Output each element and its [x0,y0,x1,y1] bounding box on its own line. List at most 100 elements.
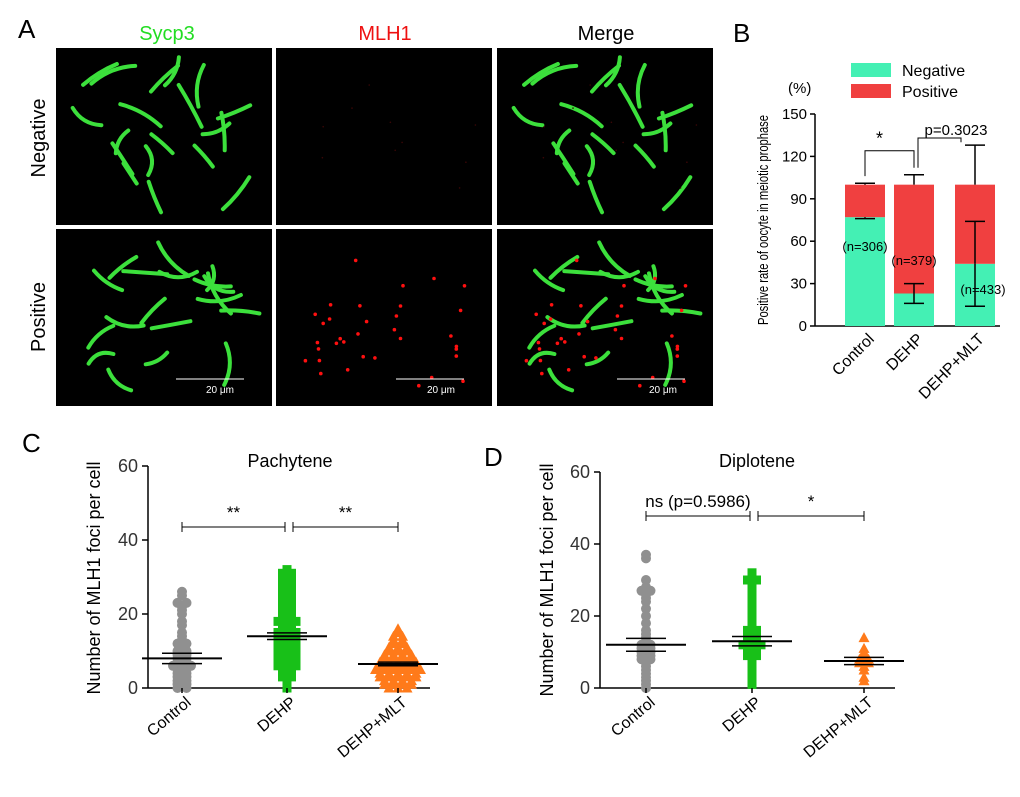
chromosome-axis [562,269,611,277]
y-tick-label: 90 [790,191,807,208]
mlh1-focus [577,332,581,336]
chromosome-axis [219,308,262,316]
chromosome-axis [176,83,204,129]
mlh1-focus [675,347,680,351]
chromosome-axis [220,175,252,212]
chromosome-axis [113,128,131,156]
mlh1-focus [615,314,620,318]
mlh1-focus [338,336,342,341]
chromosome-axis [527,350,557,366]
x-category-label: DEHP [255,694,300,736]
chromosome-axis [118,102,163,129]
data-point [177,627,187,638]
bar-negative [845,217,885,326]
mlh1-focus [542,321,546,326]
chromosome-axis [527,323,557,350]
chromosome-axis [643,274,677,294]
x-category-label: DEHP+MLT [335,694,411,762]
panel-letter-a: A [18,14,36,44]
data-point [858,642,870,653]
chromosome-axis [641,121,673,137]
mlh1-focus [353,258,358,263]
legend-label-positive: Positive [902,84,958,101]
mlh1-focus [316,347,321,351]
micrograph-tile [497,229,713,406]
micrograph-background [276,229,492,406]
mlh1-focus [429,375,434,380]
mlh1-focus [675,354,680,358]
x-category-label: Control [608,694,658,740]
micrograph-tile [497,48,713,225]
micrograph-background [276,48,492,225]
y-tick-label: 60 [570,462,590,482]
bar-positive [845,184,885,218]
data-point [641,603,651,614]
significance-label: * [808,492,815,511]
data-point [177,616,187,627]
panel-b: B Negative Positive (%) Positive rate of… [733,18,1006,403]
data-point [641,575,651,585]
mlh1-focus [555,341,560,346]
panel-letter-b: B [733,18,750,48]
data-point [181,597,192,608]
scale-bar-label: 20 μm [427,385,455,396]
n-label: (n=379) [891,253,936,268]
mlh1-focus [358,304,362,308]
data-point [858,671,870,682]
bar-positive [894,184,934,294]
mlh1-focus [615,149,617,152]
chart-c-ylabel: Number of MLH1 foci per cell [84,461,104,694]
chromosome-axis [192,143,215,169]
significance-bracket [864,150,915,177]
mlh1-focus [322,125,324,128]
mlh1-focus [334,341,339,346]
mlh1-focus [373,356,377,360]
significance-label: * [876,129,883,149]
y-tick-label: 150 [782,106,807,123]
chromosome-axis [143,144,154,177]
chromosome-axis [89,63,138,86]
chromosome-axis [222,341,232,387]
mlh1-focus [653,276,657,281]
scale-bar-label: 20 μm [206,385,234,396]
chromosome-axis [590,319,634,331]
mlh1-focus [549,303,554,307]
mlh1-focus [417,383,421,388]
mlh1-focus [368,84,370,86]
mlh1-focus [538,358,543,363]
chromosome-axis [587,179,604,215]
chromosome-axis [156,240,191,278]
mlh1-focus [542,156,545,159]
mlh1-focus [622,283,626,288]
chart-d-ylabel: Number of MLH1 foci per cell [537,463,557,696]
chromosome-axis [202,274,236,294]
significance-label: ns (p=0.5986) [645,492,750,511]
chromosome-axis [163,55,181,88]
chromosome-axis [547,367,575,393]
mlh1-focus [345,368,350,372]
y-tick-label: 0 [799,318,807,335]
chromosome-axis [663,341,673,387]
mlh1-focus [619,304,624,308]
chromosome-axis [106,367,134,393]
mlh1-focus [321,156,324,159]
chromosome-axis [584,144,595,177]
mlh1-focus [682,379,686,383]
chromosome-axis [530,63,579,86]
mlh1-focus [432,276,436,281]
mlh1-focus [462,284,467,288]
mlh1-focus [619,336,624,341]
mlh1-focus [670,334,674,338]
micrograph-background [56,48,272,225]
micrograph-background [56,229,272,406]
mlh1-focus [454,354,459,358]
chromosome-axis [580,296,608,325]
mlh1-focus [534,312,538,317]
chromosome-axis [194,63,206,109]
chromosome-axis [590,132,616,156]
column-header-sycp3: Sycp3 [139,23,195,45]
legend-swatch-negative [851,63,891,77]
panel-letter-d: D [484,442,503,472]
mlh1-focus [454,347,459,351]
mlh1-focus [327,317,332,321]
